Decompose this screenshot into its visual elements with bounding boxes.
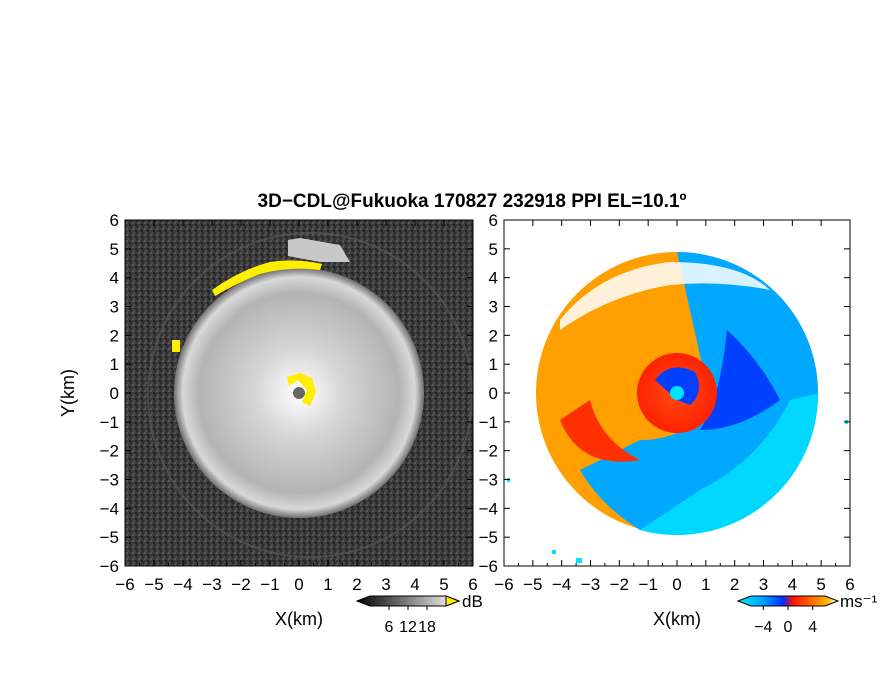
x-tick-label: 3 (759, 575, 768, 594)
center-marker (293, 387, 305, 399)
y-tick-label: −5 (100, 528, 119, 547)
y-tick-label: −5 (479, 528, 498, 547)
x-tick-label: 2 (730, 575, 739, 594)
colorbar-tick-label: 18 (418, 619, 436, 636)
x-tick-label: 4 (410, 575, 419, 594)
x-tick-label: −4 (552, 575, 571, 594)
velocity-blue-band (700, 330, 780, 430)
velocity-white-band (560, 262, 770, 330)
velocity-red-tail (560, 400, 640, 462)
y-tick-label: −3 (100, 471, 119, 490)
x-tick-label: 0 (672, 575, 681, 594)
right-panel: −6 −5 −4 −3 −2 −1 0 1 2 3 4 5 6 −6−5−4−3−2−10123456 … (479, 211, 855, 629)
reflectivity-colorbar: dB 6 12 18 (355, 592, 483, 636)
y-tick-label: −3 (479, 471, 498, 490)
x-tick-label: −3 (581, 575, 600, 594)
x-tick-label: −6 (494, 575, 513, 594)
y-tick-label: −4 (479, 499, 498, 518)
colorbar-tick-label: 12 (399, 619, 417, 636)
x-tick-label: 6 (468, 575, 477, 594)
velocity-colorbar-unit: ms⁻¹ (840, 592, 878, 611)
x-tick-label: −1 (638, 575, 657, 594)
reflectivity-colorbar-unit: dB (462, 592, 483, 611)
y-tick-label: −1 (479, 413, 498, 432)
left-image (125, 220, 473, 566)
x-tick-label: −2 (610, 575, 629, 594)
right-image (504, 220, 850, 566)
y-tick-label: 3 (110, 298, 119, 317)
y-tick-label: 0 (110, 384, 119, 403)
x-tick-label: −4 (173, 575, 192, 594)
x-tick-label: −5 (144, 575, 163, 594)
colorbar-tick-label: 6 (385, 619, 394, 636)
colorbar-tick-label: 4 (808, 619, 817, 636)
left-x-label: X(km) (275, 609, 323, 629)
x-tick-label: −2 (231, 575, 250, 594)
x-tick-label: −6 (115, 575, 134, 594)
x-tick-label: 1 (323, 575, 332, 594)
colorbar-tick-label: −4 (754, 619, 772, 636)
x-tick-label: 1 (701, 575, 710, 594)
figure-title: 3D−CDL@Fukuoka 170827 232918 PPI EL=10.1… (258, 191, 687, 212)
x-tick-label: 5 (439, 575, 448, 594)
y-tick-label: −4 (100, 499, 119, 518)
yellow-highlight-north (212, 260, 322, 296)
y-tick-label: −2 (479, 442, 498, 461)
echo-bump (288, 238, 350, 262)
yellow-highlight-center (287, 373, 316, 406)
velocity-center-marker (670, 386, 684, 400)
colorbar-tick-label: 0 (784, 619, 793, 636)
y-tick-label: −6 (479, 557, 498, 576)
left-y-ticks: −6 −5 −4 −3 −2 −1 0 1 2 3 4 5 6 (100, 211, 473, 576)
y-tick-label: −1 (100, 413, 119, 432)
velocity-colorbar: ms⁻¹ −4 0 4 (736, 592, 878, 636)
y-tick-label: 4 (489, 269, 498, 288)
y-tick-label: 2 (110, 326, 119, 345)
left-panel: −6 −5 −4 −3 −2 −1 0 1 2 3 4 5 6 −6−5−4−3−2−10123456 … (58, 211, 478, 629)
x-tick-label: 4 (788, 575, 797, 594)
right-x-label: X(km) (653, 609, 701, 629)
y-tick-label: 1 (489, 355, 498, 374)
y-tick-label: 4 (110, 269, 119, 288)
y-tick-label: −2 (100, 442, 119, 461)
x-tick-label: 6 (845, 575, 854, 594)
x-tick-label: 3 (381, 575, 390, 594)
y-tick-label: 6 (110, 211, 119, 230)
y-tick-label: 2 (489, 326, 498, 345)
y-tick-label: 5 (489, 240, 498, 259)
velocity-colorbar-ticks: −4 0 4 (754, 606, 817, 636)
x-tick-label: 5 (816, 575, 825, 594)
reflectivity-colorbar-ticks: 6 12 18 (385, 606, 436, 636)
left-y-label: Y(km) (58, 369, 78, 417)
x-tick-label: 0 (294, 575, 303, 594)
y-tick-label: 3 (489, 298, 498, 317)
left-x-ticks: −6 −5 −4 −3 −2 −1 0 1 2 3 4 5 6 (115, 220, 478, 594)
velocity-strong-approaching (640, 393, 819, 535)
y-tick-label: 1 (110, 355, 119, 374)
right-x-ticks: −6 −5 −4 −3 −2 −1 0 1 2 3 4 5 6 (494, 220, 855, 594)
x-tick-label: −5 (523, 575, 542, 594)
y-tick-label: 6 (489, 211, 498, 230)
right-y-ticks: −6 −5 −4 −3 −2 −1 0 1 2 3 4 5 6 (479, 211, 850, 576)
y-tick-label: 0 (489, 384, 498, 403)
x-tick-label: −3 (202, 575, 221, 594)
yellow-highlight-west (172, 340, 180, 352)
y-tick-label: 5 (110, 240, 119, 259)
y-tick-label: −6 (100, 557, 119, 576)
x-tick-label: −1 (260, 575, 279, 594)
x-tick-label: 2 (352, 575, 361, 594)
